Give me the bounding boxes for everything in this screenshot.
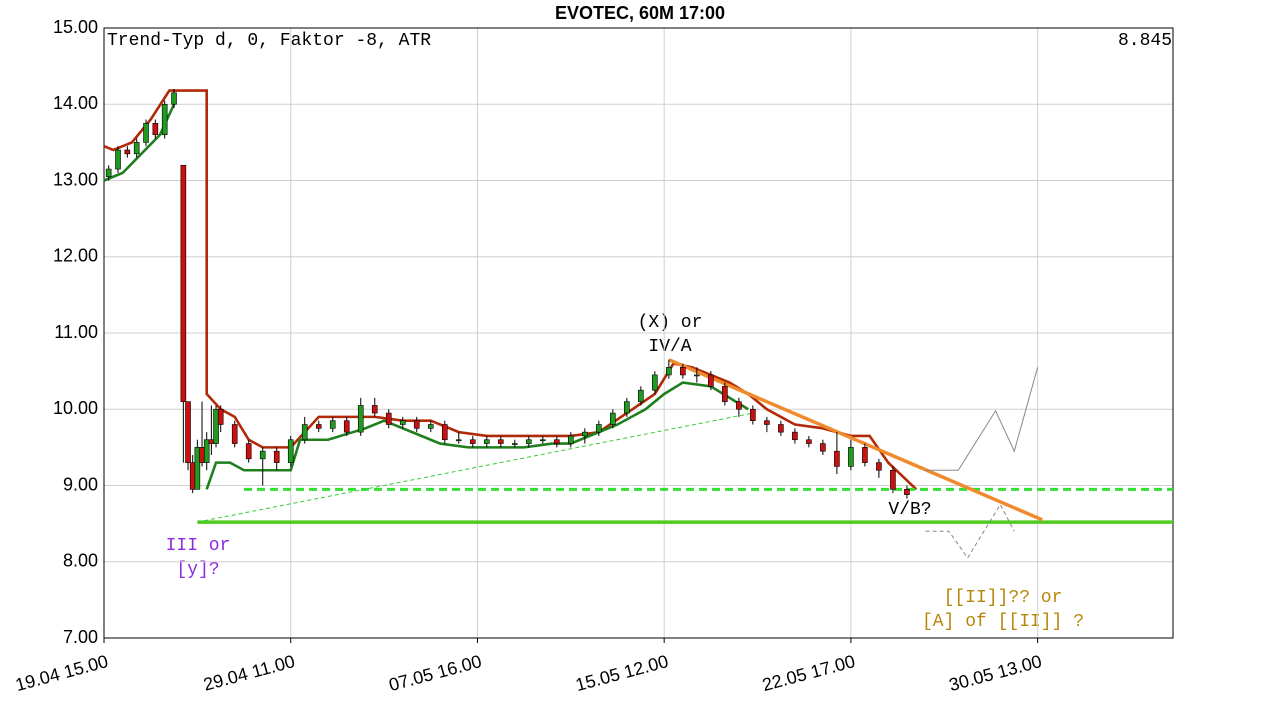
candle-body [680, 367, 686, 376]
candle-body [194, 447, 201, 490]
candle-body [315, 424, 322, 429]
candle-body [441, 424, 448, 441]
y-tick-label: 12.00 [53, 246, 98, 266]
y-tick-label: 15.00 [53, 17, 98, 37]
candle-body [638, 389, 644, 402]
y-tick-label: 13.00 [53, 169, 98, 189]
line-series [925, 367, 1039, 471]
candle-body [876, 462, 882, 471]
candle-body [750, 408, 756, 421]
info-left: Trend-Typ d, 0, Faktor -8, ATR [107, 31, 431, 51]
candle-body [610, 412, 616, 425]
candle-body [525, 439, 532, 444]
candle-body [778, 424, 784, 433]
x-tick-label: 29.04 11.00 [201, 651, 297, 695]
candle-body [171, 92, 177, 105]
x-tick-label: 19.04 15.00 [13, 651, 110, 695]
candle-body [890, 469, 896, 490]
x-tick-label: 15.05 12.00 [573, 651, 670, 695]
candle-body [133, 142, 140, 155]
candle-body [708, 374, 714, 387]
candle-body [105, 168, 112, 177]
candle-body [652, 374, 658, 391]
y-tick-label: 9.00 [63, 474, 98, 494]
candle-body [497, 439, 504, 444]
candle-body [115, 149, 121, 170]
annotation: [[II]]?? or [944, 588, 1063, 608]
candle-body [904, 489, 910, 495]
candle-body [371, 405, 378, 414]
candle-body [736, 401, 742, 410]
candle-body [199, 447, 205, 463]
candle-body [231, 424, 238, 444]
candle-body [245, 443, 252, 460]
x-tick-label: 30.05 13.00 [947, 651, 1044, 695]
candle-body [624, 401, 630, 414]
candle-body [483, 439, 490, 444]
line-series [103, 89, 918, 491]
annotation: V/B? [888, 500, 931, 520]
candle-body [554, 439, 560, 444]
candle-body [806, 439, 812, 444]
candle-body [540, 439, 546, 442]
candle-body [343, 420, 350, 433]
candle-body [455, 439, 462, 442]
candle-body [259, 450, 266, 460]
candle-body [185, 401, 191, 463]
candle-body [203, 439, 210, 463]
candle-body [287, 439, 294, 463]
line-series [197, 412, 753, 523]
info-right: 8.845 [1118, 31, 1172, 51]
y-tick-label: 7.00 [63, 627, 98, 647]
candle-body [427, 424, 434, 429]
candle-body [469, 439, 476, 444]
candle-body [848, 447, 854, 467]
candle-body [694, 374, 700, 377]
annotation: IV/A [648, 337, 691, 357]
candle-body [764, 420, 770, 425]
chart-title: EVOTEC, 60M 17:00 [555, 3, 725, 23]
line-series [205, 381, 749, 490]
x-tick-label: 22.05 17.00 [760, 651, 857, 695]
candle-body [124, 149, 131, 155]
y-tick-label: 10.00 [53, 398, 98, 418]
candle-body [568, 435, 574, 444]
annotation: III or [166, 536, 231, 556]
candle-body [413, 420, 420, 429]
annotation: [A] of [[II]] ? [922, 612, 1084, 632]
candle-body [152, 123, 159, 136]
y-tick-label: 8.00 [63, 551, 98, 571]
candle-body [213, 408, 219, 444]
candle-body [189, 462, 196, 490]
candle-body [666, 367, 672, 376]
y-tick-label: 11.00 [54, 322, 98, 342]
candle-body [596, 424, 602, 433]
annotation: (X) or [638, 313, 703, 333]
candle-body [399, 420, 406, 425]
plot-frame [103, 27, 1174, 639]
y-tick-label: 14.00 [53, 93, 98, 113]
candle-body [217, 408, 224, 425]
candle-body [511, 443, 518, 445]
candle-body [329, 420, 336, 429]
line-series [925, 503, 1015, 559]
candle-body [792, 431, 798, 441]
candle-body [161, 103, 168, 136]
candle-body [357, 405, 364, 433]
candle-body [208, 439, 215, 444]
x-tick-label: 07.05 16.00 [387, 651, 484, 695]
candle-body [180, 164, 187, 402]
candle-body [143, 123, 149, 143]
candle-body [582, 431, 588, 437]
annotation: [y]? [176, 560, 219, 580]
candle-body [834, 450, 840, 467]
candle-body [862, 447, 868, 463]
line-series [668, 358, 1043, 522]
candle-body [820, 443, 826, 452]
candle-body [722, 386, 728, 402]
candle-body [385, 412, 392, 425]
candle-body [301, 424, 308, 441]
candle-body [273, 450, 280, 463]
